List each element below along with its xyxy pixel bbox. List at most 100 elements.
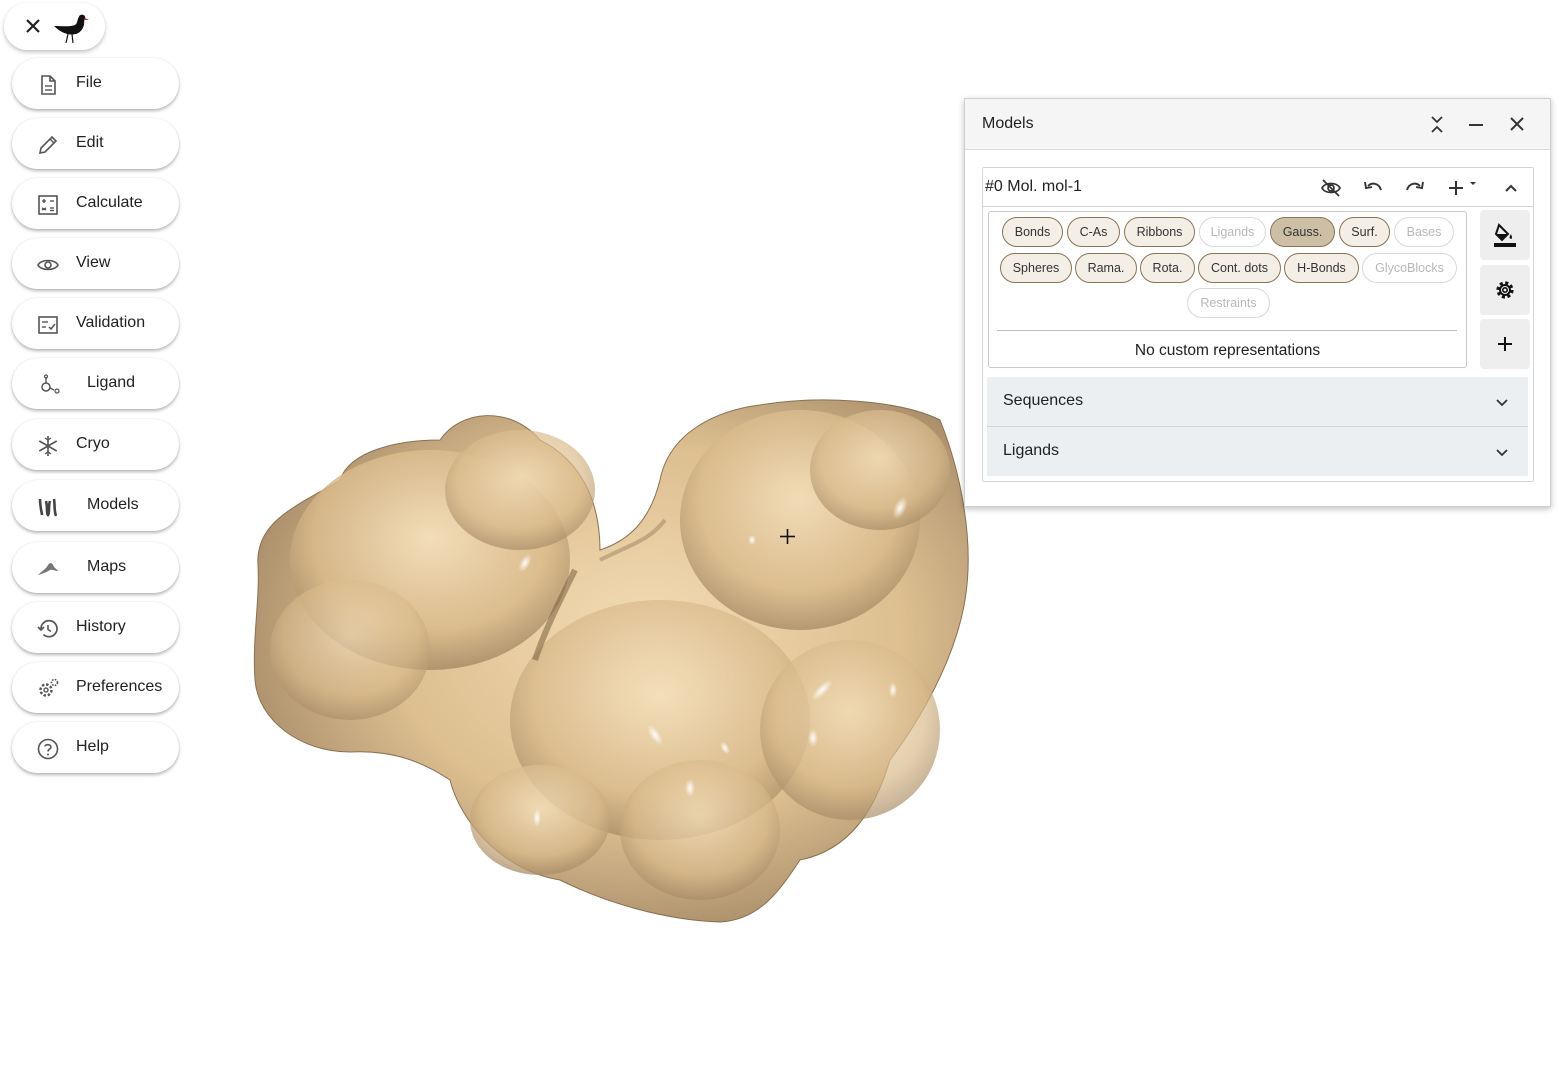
- maps-icon: [38, 563, 58, 575]
- visibility-off-icon[interactable]: [1320, 177, 1342, 199]
- rep-spheres-label: Spheres: [1012, 261, 1060, 275]
- models-panel: Models #0 Mol. mol-1: [964, 98, 1551, 507]
- add-representation-button[interactable]: [1480, 319, 1530, 369]
- rep-cas-label: C-As: [1079, 225, 1108, 239]
- models-icon: [38, 498, 58, 517]
- rep-rota-label: Rota.: [1152, 261, 1183, 275]
- ligand-icon: [41, 374, 60, 394]
- models-panel-header[interactable]: Models: [965, 99, 1550, 150]
- divider: [997, 330, 1457, 331]
- rep-restraints-chip[interactable]: Restraints: [1187, 288, 1270, 318]
- ligands-label: Ligands: [1003, 442, 1060, 459]
- rep-bonds-label: Bonds: [1014, 225, 1051, 239]
- gear-icon: [1496, 281, 1514, 299]
- menu-edit-button[interactable]: Edit: [12, 118, 179, 169]
- menu-file-label: File: [76, 74, 102, 91]
- molecule-card-header: #0 Mol. mol-1: [983, 168, 1533, 207]
- panel-title: Models: [982, 115, 1034, 132]
- app-toolbar-pill: [4, 3, 105, 50]
- menu-preferences-button[interactable]: Preferences: [12, 662, 179, 713]
- redo-icon[interactable]: [1404, 177, 1426, 199]
- checklist-icon: [38, 316, 58, 334]
- sequences-label: Sequences: [1003, 392, 1084, 409]
- collapse-vertical-icon[interactable]: [1427, 114, 1447, 134]
- menu-history-label: History: [76, 618, 126, 635]
- snowflake-icon: [38, 436, 58, 456]
- menu-ligand-button[interactable]: Ligand: [12, 358, 179, 409]
- rep-bases-chip[interactable]: Bases: [1394, 217, 1454, 247]
- rep-surf-chip[interactable]: Surf.: [1339, 217, 1390, 247]
- rep-gauss-chip[interactable]: Gauss.: [1270, 217, 1335, 247]
- menu-edit-label: Edit: [76, 134, 104, 151]
- menu-maps-button[interactable]: Maps: [12, 542, 179, 593]
- calculator-icon: [38, 195, 58, 215]
- menu-view-label: View: [76, 254, 111, 271]
- rep-contdots-chip[interactable]: Cont. dots: [1198, 253, 1281, 283]
- menu-ligand-label: Ligand: [87, 374, 136, 391]
- rep-ligands-chip[interactable]: Ligands: [1199, 217, 1266, 247]
- chevron-down-icon: [1496, 449, 1508, 457]
- menu-view-button[interactable]: View: [12, 238, 179, 289]
- ligands-accordion[interactable]: Ligands: [987, 427, 1528, 476]
- rep-bases-label: Bases: [1406, 225, 1442, 239]
- rep-glycoblocks-label: GlycoBlocks: [1375, 261, 1444, 275]
- rep-bonds-chip[interactable]: Bonds: [1002, 217, 1063, 247]
- chevron-up-icon[interactable]: [1500, 177, 1522, 199]
- rep-ligands-label: Ligands: [1210, 225, 1255, 239]
- crosshair-icon: [780, 529, 795, 544]
- representation-toggles: Bonds C-As Ribbons Ligands Gauss. Surf. …: [988, 211, 1467, 368]
- add-dropdown-icon[interactable]: [1446, 177, 1482, 199]
- chevron-down-icon: [1496, 399, 1508, 407]
- rep-restraints-label: Restraints: [1200, 296, 1257, 310]
- rep-ribbons-chip[interactable]: Ribbons: [1124, 217, 1195, 247]
- menu-cryo-button[interactable]: Cryo: [12, 419, 179, 470]
- menu-preferences-label: Preferences: [76, 678, 163, 695]
- help-icon: [37, 738, 59, 760]
- menu-calculate-label: Calculate: [76, 194, 143, 211]
- pencil-icon: [38, 135, 58, 155]
- menu-calculate-button[interactable]: Calculate: [12, 178, 179, 229]
- menu-history-button[interactable]: History: [12, 602, 179, 653]
- color-fill-button[interactable]: [1480, 210, 1530, 260]
- gear-cog-icon: [39, 678, 59, 697]
- moorhen-logo-icon: [54, 14, 89, 44]
- menu-cryo-label: Cryo: [76, 435, 110, 452]
- rep-rama-chip[interactable]: Rama.: [1075, 253, 1137, 283]
- menu-maps-label: Maps: [87, 558, 127, 575]
- rep-hbonds-label: H-Bonds: [1297, 261, 1346, 275]
- molecule-card: #0 Mol. mol-1: [982, 167, 1534, 482]
- close-icon[interactable]: [24, 17, 42, 35]
- close-panel-icon[interactable]: [1507, 114, 1527, 134]
- accordion-divider: [987, 426, 1528, 427]
- rep-spheres-chip[interactable]: Spheres: [1000, 253, 1072, 283]
- history-icon: [37, 619, 58, 638]
- eye-icon: [37, 259, 59, 271]
- rep-contdots-label: Cont. dots: [1211, 261, 1268, 275]
- menu-help-button[interactable]: Help: [12, 722, 179, 773]
- rep-rama-label: Rama.: [1087, 261, 1125, 275]
- rep-surf-label: Surf.: [1351, 225, 1378, 239]
- rep-gauss-label: Gauss.: [1282, 225, 1323, 239]
- rep-rota-chip[interactable]: Rota.: [1140, 253, 1195, 283]
- minimize-icon[interactable]: [1466, 114, 1486, 134]
- settings-button[interactable]: [1480, 265, 1530, 315]
- plus-icon: [1498, 337, 1512, 351]
- rep-glycoblocks-chip[interactable]: GlycoBlocks: [1362, 253, 1457, 283]
- menu-validation-button[interactable]: Validation: [12, 298, 179, 349]
- paint-bucket-icon: [1494, 223, 1516, 247]
- menu-file-button[interactable]: File: [12, 58, 179, 109]
- rep-cas-chip[interactable]: C-As: [1067, 217, 1120, 247]
- custom-representations-note: No custom representations: [1134, 342, 1321, 359]
- file-icon: [41, 75, 56, 95]
- menu-help-label: Help: [76, 738, 109, 755]
- rep-hbonds-chip[interactable]: H-Bonds: [1284, 253, 1359, 283]
- menu-validation-label: Validation: [76, 314, 146, 331]
- sequences-accordion[interactable]: Sequences: [987, 377, 1528, 426]
- menu-models-label: Models: [87, 496, 139, 513]
- menu-models-button[interactable]: Models: [12, 480, 179, 531]
- molecule-name: #0 Mol. mol-1: [985, 178, 1082, 195]
- undo-icon[interactable]: [1362, 177, 1384, 199]
- rep-ribbons-label: Ribbons: [1136, 225, 1183, 239]
